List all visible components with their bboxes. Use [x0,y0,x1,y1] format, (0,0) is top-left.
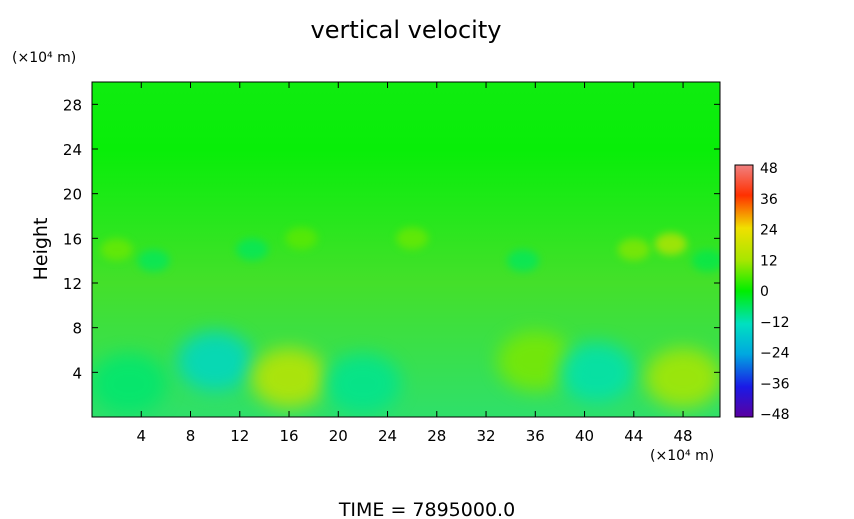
chart-title: vertical velocity [311,16,502,44]
velocity-field-features [92,227,720,414]
y-tick-label: 4 [72,364,82,382]
x-tick-label: 4 [136,427,146,445]
colorbar-tick-label: 48 [760,161,778,177]
field-feature-mid [654,232,687,255]
y-tick-label: 24 [63,141,82,159]
x-tick-label: 12 [230,427,249,445]
plot-area [91,81,721,418]
x-tick-label: 32 [476,427,495,445]
x-tick-label: 20 [329,427,348,445]
colorbar-tick-label: 36 [760,192,778,208]
colorbar-tick-label: 24 [760,223,778,239]
field-feature-low [324,353,401,414]
y-tick-label: 8 [72,320,82,338]
y-tick-label: 28 [63,96,82,114]
plot-frame [91,81,721,418]
field-feature-mid [137,249,170,272]
field-feature-mid [617,238,650,261]
x-tick-label: 8 [186,427,196,445]
field-feature-mid [691,249,720,272]
y-tick-label: 20 [63,186,82,204]
time-footer: TIME = 7895000.0 [338,499,515,519]
field-feature-low [92,353,167,414]
field-feature-mid [396,227,429,250]
x-tick-label: 48 [674,427,693,445]
colorbar-ticks: 48 36 24 12 0 −12 −24 −36 −48 [760,161,790,423]
colorbar-tick-label: −24 [760,346,790,362]
colorbar-tick-label: −12 [760,315,790,331]
field-feature-mid [100,238,133,261]
y-tick-label: 16 [63,230,82,248]
y-tick-label: 12 [63,275,82,293]
colorbar-tick-label: 12 [760,253,778,269]
field-feature-low [251,347,328,408]
y-unit-label: (×10⁴ m) [12,50,76,66]
field-feature-low [497,331,574,392]
field-feature-low [645,347,720,408]
x-tick-label: 24 [378,427,397,445]
x-tick-label: 36 [526,427,545,445]
colorbar-ramp [734,164,754,418]
y-axis-ticks: 4 8 12 16 20 24 28 [63,96,720,382]
field-feature-mid [236,238,269,261]
field-feature-low [558,342,635,403]
x-unit-label: (×10⁴ m) [650,448,714,464]
colorbar: 48 36 24 12 0 −12 −24 −36 −48 [734,161,790,423]
colorbar-tick-label: −36 [760,376,790,392]
field-feature-low [177,331,254,392]
x-axis-ticks: 4 8 12 16 20 24 28 32 36 40 44 48 [136,82,693,445]
x-tick-label: 28 [427,427,446,445]
field-feature-mid [285,227,318,250]
x-tick-label: 16 [279,427,298,445]
y-axis-label: Height [30,218,52,281]
x-tick-label: 40 [575,427,594,445]
x-tick-label: 44 [624,427,643,445]
colorbar-tick-label: 0 [760,284,769,300]
field-feature-mid [506,249,539,272]
colorbar-tick-label: −48 [760,407,790,423]
